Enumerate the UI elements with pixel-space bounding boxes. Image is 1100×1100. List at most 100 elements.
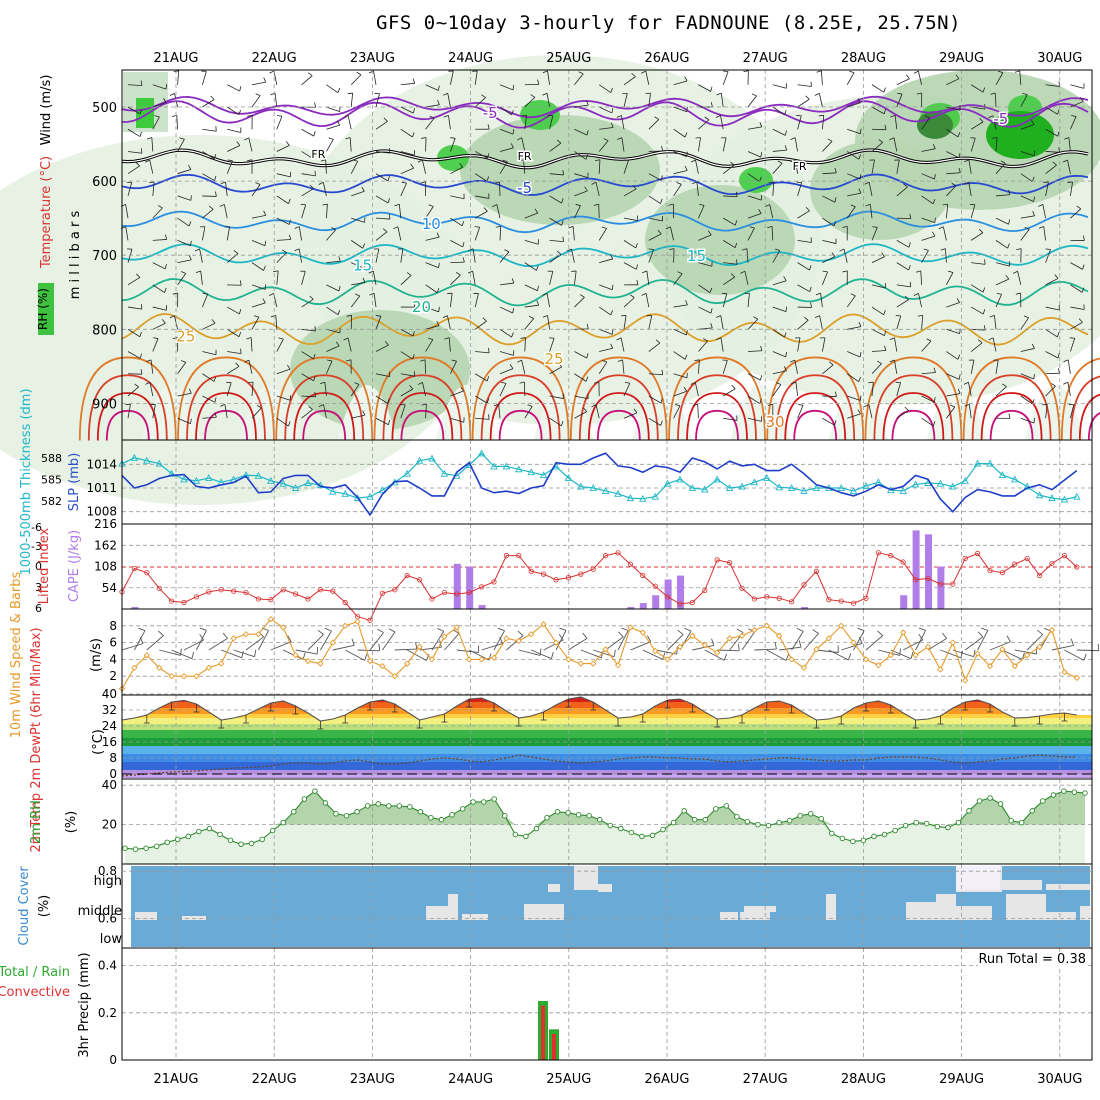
thickness-marker <box>725 484 734 491</box>
date-label-bottom: 29AUG <box>939 1072 984 1087</box>
wind-barb <box>847 351 861 358</box>
wind-barb <box>301 328 316 332</box>
wind-barb <box>648 233 662 241</box>
wind-barb <box>549 366 563 375</box>
wind-barb <box>512 308 515 314</box>
wind-barb <box>438 262 440 268</box>
wind-barb <box>301 75 313 86</box>
cape-bar <box>677 575 684 609</box>
thickness-marker <box>862 481 870 489</box>
wind-barb <box>982 309 986 315</box>
wind-barb <box>760 375 763 381</box>
wind-speed-marker <box>404 660 411 667</box>
surface-wind-barb <box>1026 634 1044 651</box>
wind-barb <box>375 315 381 317</box>
temperature-arch <box>989 409 1034 441</box>
cloud-block <box>936 894 956 920</box>
wind-speed-marker <box>490 654 498 661</box>
wind-barb <box>946 106 961 111</box>
wind-barb <box>301 271 306 285</box>
wind-barb <box>609 254 614 260</box>
surface-wind-barb <box>791 631 804 651</box>
wind-barb <box>641 292 647 296</box>
wind-barb <box>784 366 787 372</box>
lifted-index-marker <box>1012 561 1018 567</box>
wind-barb <box>896 315 902 330</box>
wind-speed-marker <box>255 631 262 638</box>
wind-barb <box>699 204 705 206</box>
precip-convective-bar <box>541 1005 545 1060</box>
lifted-index-marker <box>950 581 956 587</box>
lifted-index-marker <box>739 585 745 591</box>
wind-barb <box>933 397 936 403</box>
wind-barb <box>276 217 290 225</box>
wind-speed-marker <box>1073 674 1080 682</box>
wind-barb <box>422 159 426 174</box>
wind-barb <box>188 255 192 261</box>
wind-barb <box>549 338 555 352</box>
vertical-gridlines <box>175 440 1061 524</box>
wind-barb <box>673 151 687 157</box>
rh2m-marker <box>586 812 592 819</box>
wind-barb <box>202 351 217 356</box>
wind-barb <box>177 273 187 286</box>
wind-barb <box>428 337 434 340</box>
lifted-tick-label: 6 <box>35 602 42 615</box>
surface-wind-barb <box>1097 643 1100 651</box>
rh-lowlevel <box>926 385 987 440</box>
cloud-block <box>548 884 560 892</box>
wind-barb <box>657 229 662 235</box>
wind-barb <box>499 282 514 286</box>
wind-barb <box>487 124 490 130</box>
temperature-band <box>122 746 1092 754</box>
wind-barb <box>722 276 736 286</box>
wind-barb <box>964 181 969 185</box>
wind-barb <box>871 84 885 93</box>
wind-barb <box>1082 235 1085 241</box>
wind-barb <box>499 161 508 174</box>
wind-barb <box>772 162 783 174</box>
wind-barb <box>1070 338 1076 352</box>
cape-tick-label: 108 <box>94 560 117 574</box>
wind-barb <box>474 395 488 404</box>
surface-wind-barb <box>437 628 444 632</box>
rh2m-marker <box>554 809 561 815</box>
wind-barb <box>437 85 440 91</box>
rh2m-marker <box>860 837 867 844</box>
wind-speed-markers <box>118 615 1080 692</box>
surface-wind-barb <box>199 633 204 641</box>
wind-barb <box>263 265 266 271</box>
wind-barb <box>326 84 339 93</box>
wind-barb <box>239 86 242 92</box>
temp-whiskers <box>143 699 1068 730</box>
wind-barb <box>475 151 488 159</box>
wind-barb <box>288 198 291 204</box>
wind-barb <box>152 404 156 419</box>
wind-barb <box>846 373 859 382</box>
wind-barb <box>816 70 822 73</box>
wind-speed-marker <box>267 615 274 623</box>
wind-barb <box>603 138 609 142</box>
wind-barb <box>673 273 683 286</box>
wind-barb <box>549 195 562 204</box>
rh2m-marker <box>734 813 740 820</box>
wind-barb <box>723 70 729 73</box>
surface-wind-barb <box>865 635 883 651</box>
wind-barb <box>488 414 490 420</box>
lifted-index-marker <box>689 599 696 606</box>
wind-barb <box>375 93 380 108</box>
wind-barb <box>736 259 738 265</box>
wind-barb <box>512 84 515 90</box>
wind-barb <box>847 192 862 197</box>
wind-barb <box>524 406 533 419</box>
wind-barb <box>694 382 699 397</box>
wind-barb <box>747 95 757 108</box>
wind-barb <box>425 284 438 294</box>
wind-speed-marker <box>887 652 894 659</box>
temperature-arch <box>302 409 347 441</box>
wind-barb <box>860 128 862 134</box>
lifted-index-marker <box>243 589 249 596</box>
wind-barb <box>611 107 614 114</box>
temperature-arch <box>784 392 847 441</box>
wind-barb <box>996 292 1002 295</box>
